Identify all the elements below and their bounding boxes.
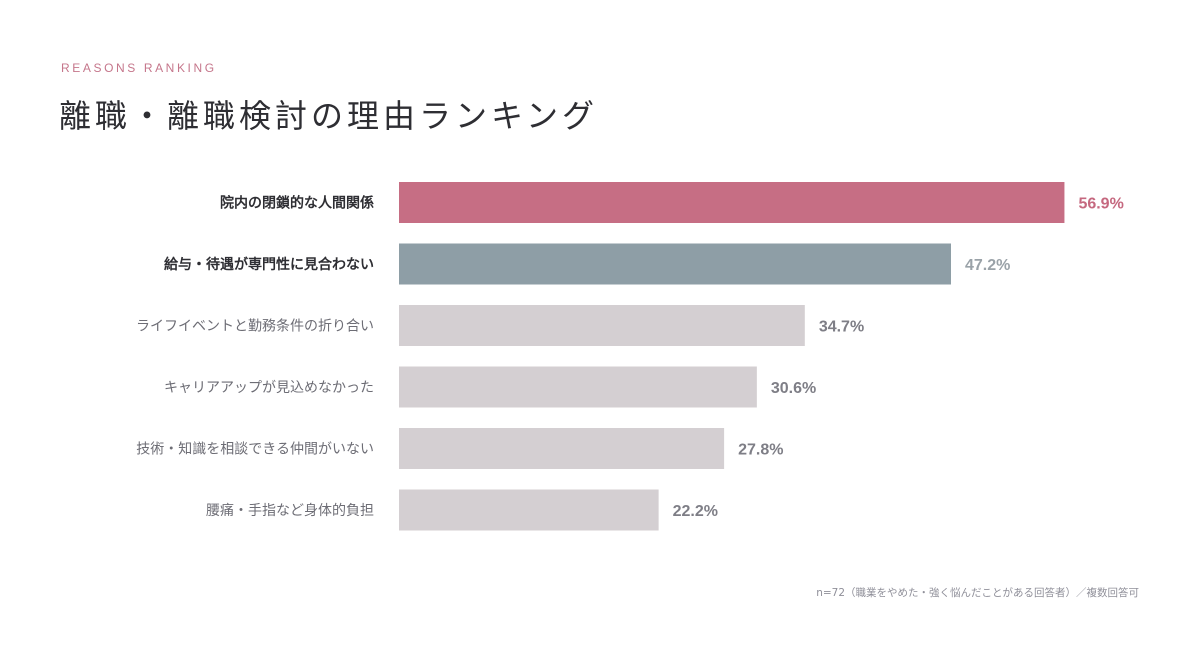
value-label: 56.9% — [1078, 196, 1123, 213]
section-eyebrow: REASONS RANKING — [61, 61, 217, 75]
category-label: キャリアアップが見込めなかった — [164, 380, 374, 396]
page-title: 離職・離職検討の理由ランキング — [59, 97, 599, 135]
value-label: 22.2% — [673, 503, 718, 520]
bar-4 — [399, 366, 757, 408]
category-label: 技術・知識を相談できる仲間がいない — [136, 441, 374, 458]
bar-3 — [399, 305, 805, 346]
bar-2 — [399, 243, 951, 285]
bar-6 — [399, 489, 659, 531]
value-label: 34.7% — [819, 319, 864, 336]
category-label: 給与・待遇が専門性に見合わない — [164, 256, 374, 273]
bar-1 — [399, 182, 1065, 223]
category-label: 腰痛・手指など身体的負担 — [206, 502, 374, 519]
category-label: 院内の閉鎖的な人間関係 — [220, 195, 374, 212]
value-label: 27.8% — [738, 442, 783, 459]
category-label: ライフイベントと勤務条件の折り合い — [136, 318, 374, 335]
value-label: 47.2% — [965, 257, 1010, 274]
bar-5 — [399, 428, 725, 469]
value-label: 30.6% — [771, 380, 816, 397]
sample-footnote: n=72（職業をやめた・強く悩んだことがある回答者）／複数回答可 — [816, 587, 1139, 599]
